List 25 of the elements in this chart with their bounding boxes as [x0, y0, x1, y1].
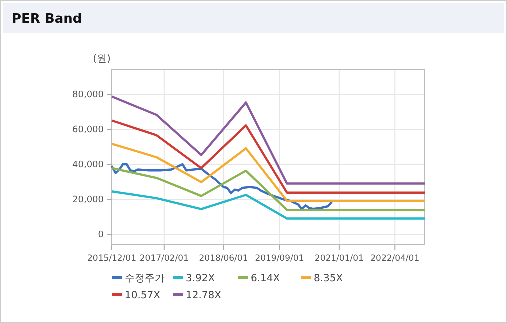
y-tick-label: 20,000	[72, 196, 104, 206]
x-tick-label: 2017/02/01	[140, 254, 189, 264]
legend-label: 8.35X	[314, 274, 344, 284]
x-tick-label: 2018/06/01	[199, 254, 248, 264]
line-series	[110, 142, 426, 202]
legend-label: 10.57X	[125, 290, 161, 302]
y-tick-label: 80,000	[72, 90, 104, 101]
chart-title: PER Band	[12, 12, 82, 27]
line-series	[110, 167, 426, 212]
y-tick-label: 0	[98, 230, 104, 241]
legend-label: 6.14X	[251, 274, 280, 284]
x-tick-label: 2015/12/01	[88, 254, 136, 264]
y-tick-label: 60,000	[72, 126, 104, 136]
x-tick-label: 2021/01/01	[314, 254, 364, 264]
y-axis-title: (원)	[93, 54, 111, 65]
line-series	[110, 190, 426, 220]
x-tick-label: 2019/09/01	[255, 254, 304, 264]
legend-label: 수정주가	[125, 274, 165, 284]
line-series	[110, 96, 426, 185]
line-series	[110, 163, 334, 210]
y-tick-label: 40,000	[72, 160, 104, 171]
line-series	[110, 120, 426, 194]
legend-label: 3.92X	[186, 274, 216, 284]
x-tick-label: 2022/04/01	[370, 254, 420, 264]
legend-label: 12.78X	[186, 290, 222, 302]
